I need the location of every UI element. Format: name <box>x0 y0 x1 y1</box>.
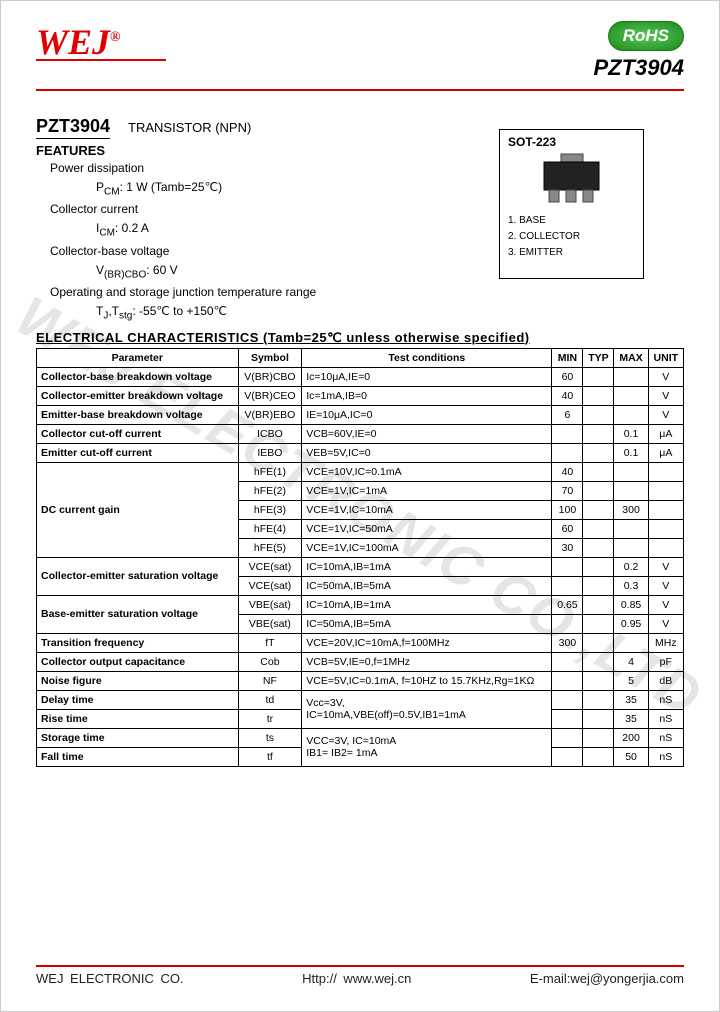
table-header: UNIT <box>648 348 683 367</box>
header: WEJ® RoHS PZT3904 <box>36 21 684 86</box>
part-subtitle: TRANSISTOR (NPN) <box>128 120 251 135</box>
table-row: Base-emitter saturation voltageVBE(sat)I… <box>37 595 684 614</box>
table-row: Delay timetdVcc=3V,IC=10mA,VBE(off)=0.5V… <box>37 690 684 709</box>
package-image <box>508 149 635 209</box>
table-row: Collector-base breakdown voltageV(BR)CBO… <box>37 367 684 386</box>
package-name: SOT-223 <box>508 135 635 149</box>
pin-label: 3. EMITTER <box>508 245 635 261</box>
pin-label: 1. BASE <box>508 213 635 229</box>
pin-list: 1. BASE2. COLLECTOR3. EMITTER <box>508 213 635 261</box>
footer-company: WEJ ELECTRONIC CO. <box>36 971 184 986</box>
table-row: Collector-emitter saturation voltageVCE(… <box>37 557 684 576</box>
logo: WEJ® <box>36 21 166 61</box>
package-box: SOT-223 1. BASE2. COLLECTOR3. EMITTER <box>499 129 644 279</box>
table-row: Emitter cut-off currentIEBOVEB=5V,IC=00.… <box>37 443 684 462</box>
table-row: Collector-emitter breakdown voltageV(BR)… <box>37 386 684 405</box>
electrical-table: ParameterSymbolTest conditionsMINTYPMAXU… <box>36 348 684 767</box>
footer-email: E-mail:wej@yongerjia.com <box>530 971 684 986</box>
table-header: Symbol <box>238 348 302 367</box>
table-row: Noise figureNFVCE=5V,IC=0.1mA, f=10HZ to… <box>37 671 684 690</box>
table-row: DC current gainhFE(1)VCE=10V,IC=0.1mA40 <box>37 462 684 481</box>
pin-label: 2. COLLECTOR <box>508 229 635 245</box>
table-row: Transition frequencyfTVCE=20V,IC=10mA,f=… <box>37 633 684 652</box>
feature-row: TJ,Tstg: -55℃ to +150℃ <box>36 302 684 323</box>
table-header: Test conditions <box>302 348 552 367</box>
footer-url: Http:// www.wej.cn <box>302 971 411 986</box>
table-row: Collector output capacitanceCobVCB=5V,IE… <box>37 652 684 671</box>
table-row: Storage timetsVCC=3V, IC=10mAIB1= IB2= 1… <box>37 728 684 747</box>
table-row: Emitter-base breakdown voltageV(BR)EBOIE… <box>37 405 684 424</box>
table-header: Parameter <box>37 348 239 367</box>
part-number-header: PZT3904 <box>594 55 685 81</box>
rohs-badge: RoHS <box>608 21 684 51</box>
part-title: PZT3904 <box>36 116 110 139</box>
header-divider <box>36 89 684 91</box>
table-header: MAX <box>614 348 648 367</box>
table-row: Collector cut-off currentICBOVCB=60V,IE=… <box>37 424 684 443</box>
footer: WEJ ELECTRONIC CO. Http:// www.wej.cn E-… <box>36 965 684 986</box>
feature-row: Operating and storage junction temperatu… <box>36 283 684 301</box>
table-header: TYP <box>583 348 614 367</box>
electrical-heading: ELECTRICAL CHARACTERISTICS (Tamb=25℃ unl… <box>36 330 684 346</box>
table-header: MIN <box>552 348 583 367</box>
